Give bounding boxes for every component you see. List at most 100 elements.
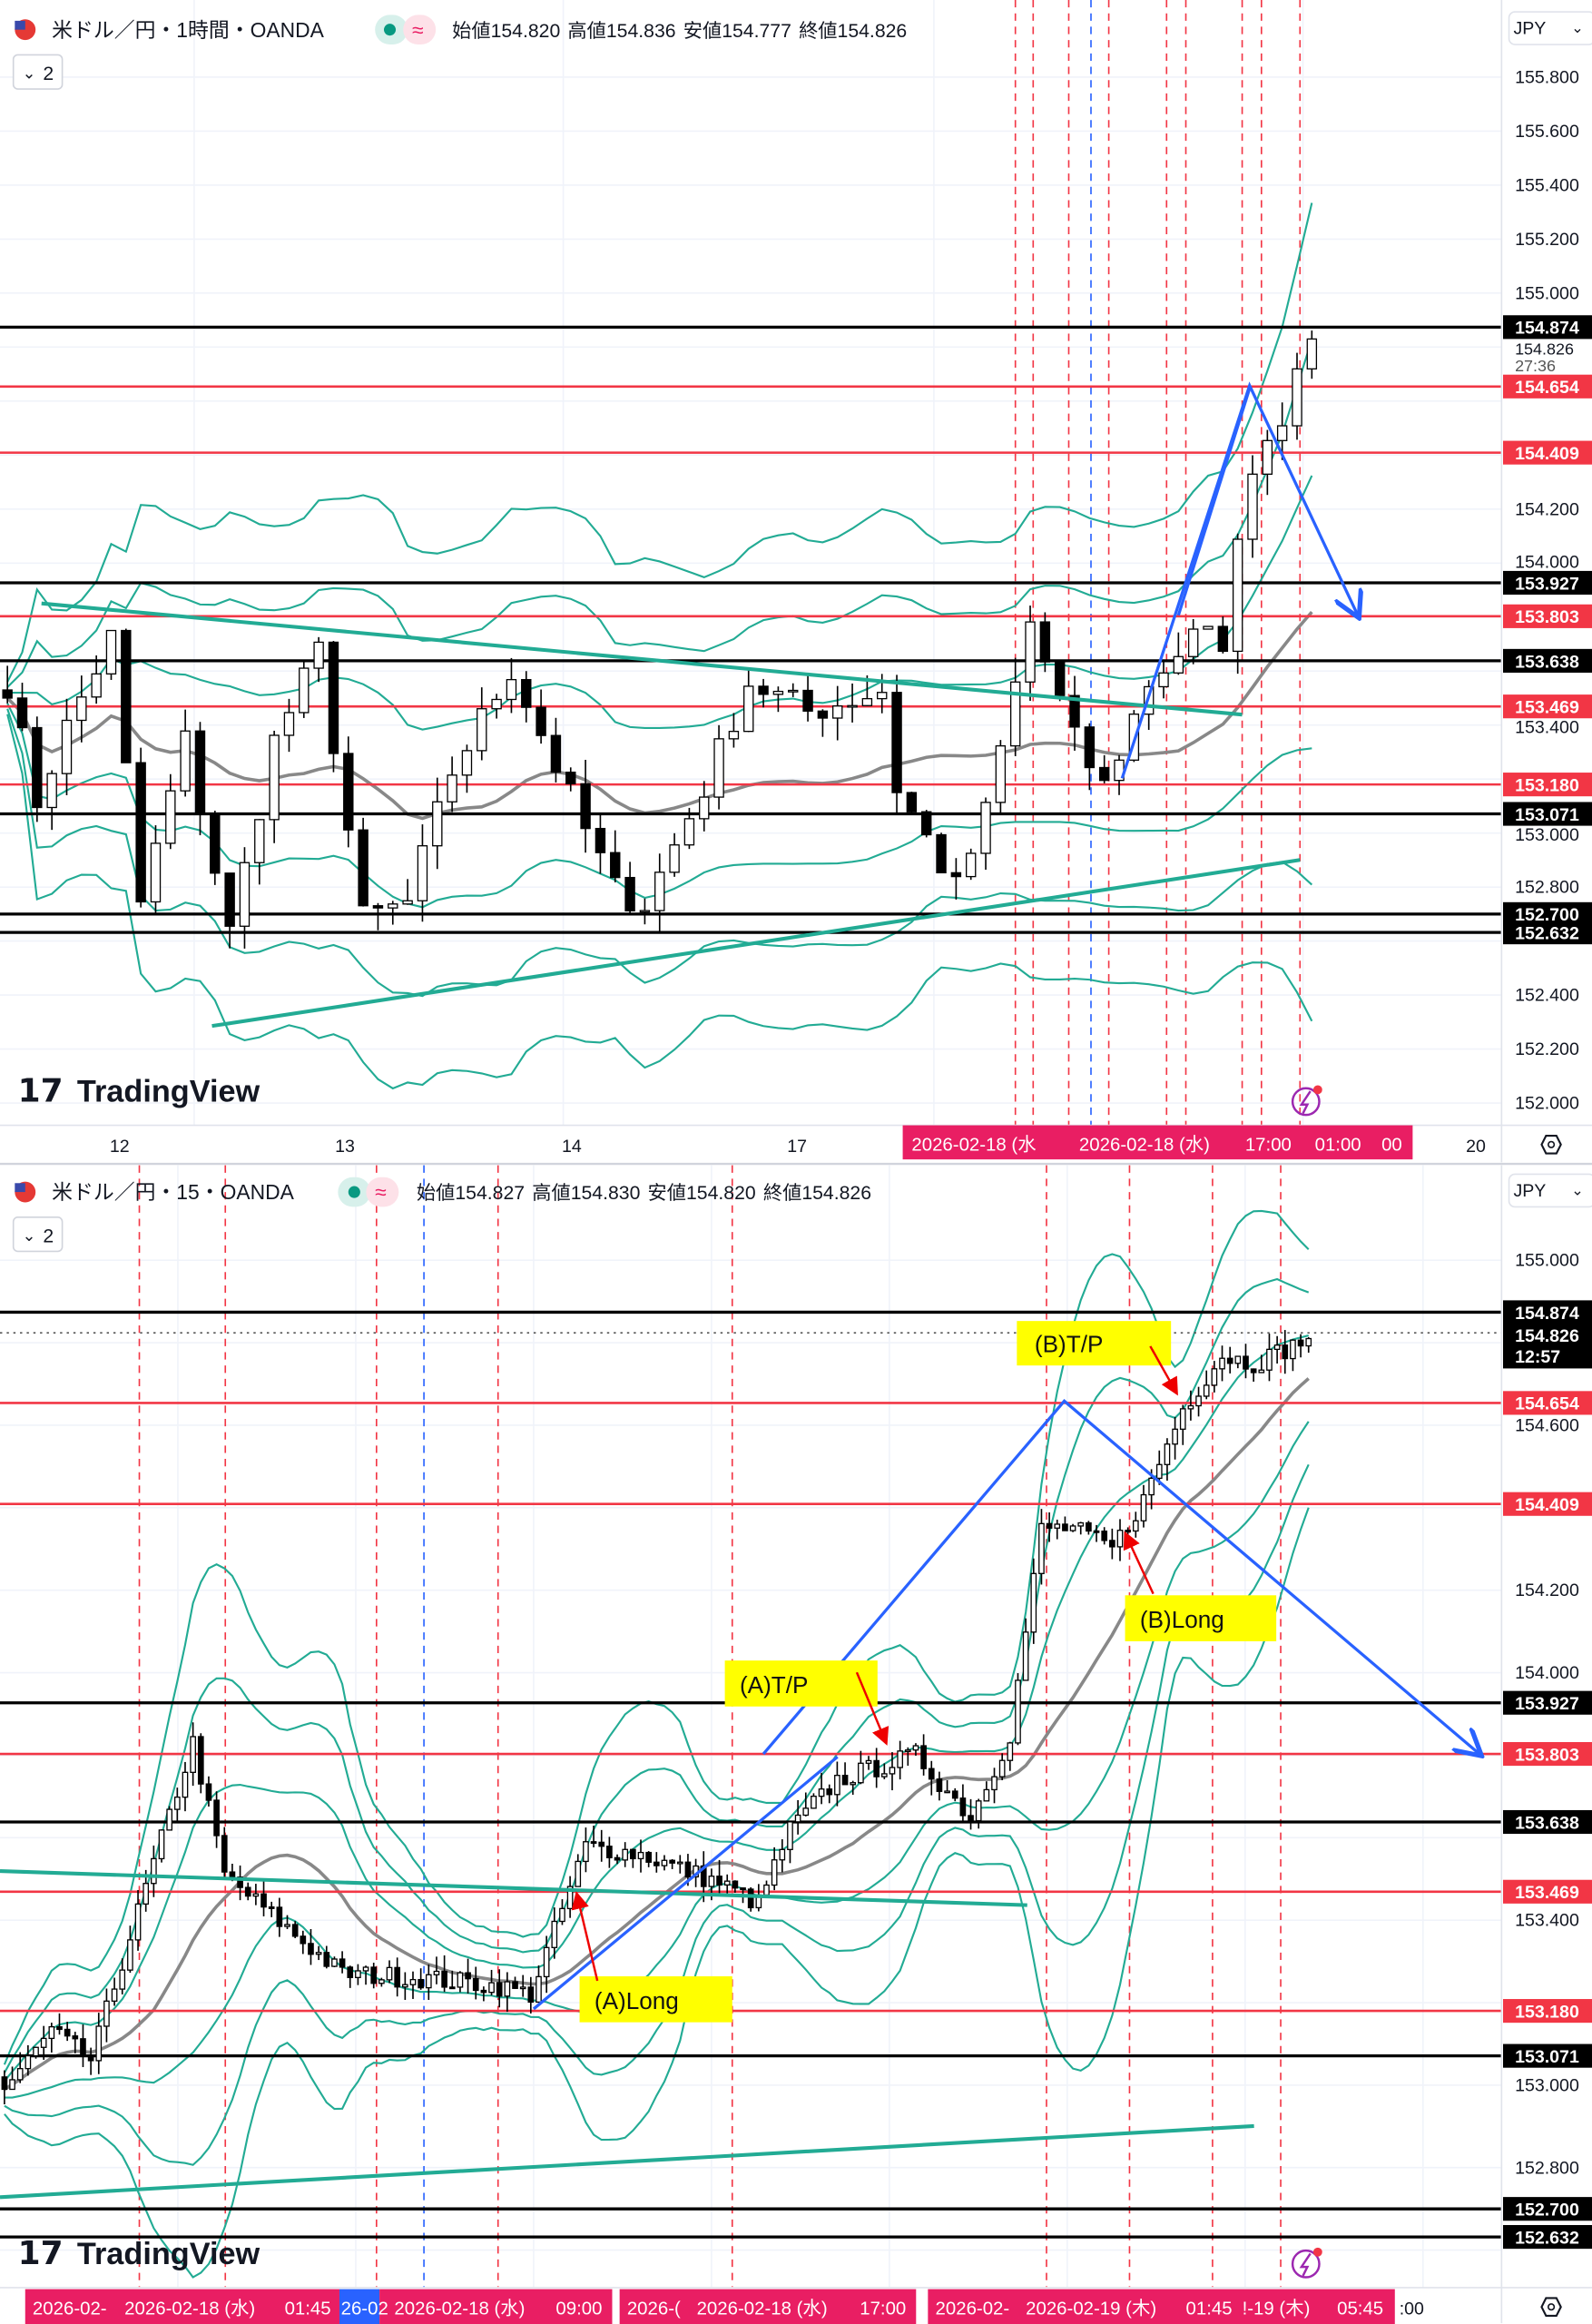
projection-path[interactable] [762,1399,1479,1754]
level-label: 154.654 [1515,1394,1579,1414]
annotation-a-tp[interactable]: (A)T/P [724,1660,878,1707]
annotation-a-long[interactable]: (A)Long [579,1976,732,2023]
candle [1077,1521,1085,1527]
candle [80,2038,86,2057]
candle [998,1759,1006,1777]
candle [61,719,73,774]
candle [512,1981,518,1989]
candle [362,1966,369,1972]
candle [637,1851,644,1860]
candle [1250,1368,1257,1374]
candle [1054,1523,1061,1529]
candle [850,1782,857,1786]
indicators-toggle-button[interactable]: ⌄ 2 [12,1216,64,1253]
market-status-pill[interactable]: ≈ [375,15,437,45]
currency-dropdown[interactable]: JPY ⌄ [1508,1173,1592,1208]
candle [968,1815,974,1822]
level-label: 154.874 [1515,1304,1579,1324]
candle [550,734,562,773]
symbol-title[interactable]: 米ドル／円・15・OANDA [52,1180,294,1204]
candle [25,2054,32,2070]
candle [331,1958,338,1967]
indicators-toggle-button[interactable]: ⌄ 2 [12,54,64,90]
time-label: 20 [1466,1137,1486,1157]
candle [1015,1679,1021,1744]
symbol-title[interactable]: 米ドル／円・1時間・OANDA [52,18,324,42]
trendline-upper[interactable] [41,601,1243,717]
candle [402,900,413,905]
settings-icon[interactable] [1540,2297,1562,2318]
candle [536,706,546,736]
level-label: 154.409 [1515,444,1579,464]
time-label: 2026-02-19 (木) [1026,2298,1156,2319]
svg-text:2: 2 [43,64,54,84]
time-axis-top[interactable]: 12 13 14 17 2026-02-18 (水 2026-02-18 (水)… [0,1124,1592,1160]
settings-icon[interactable] [1540,1134,1562,1155]
projection-line[interactable] [1176,388,1252,616]
candle [461,750,473,776]
candle [965,852,977,878]
price-tick: 153.000 [1515,2075,1579,2095]
annotation-b-tp[interactable]: (B)T/P [1017,1321,1172,1366]
trendlines[interactable] [41,381,1358,1029]
trendline-lower[interactable] [211,858,1301,1029]
candle [16,697,28,729]
candle [328,641,339,754]
candle [72,2035,79,2040]
candle [33,2046,39,2057]
candle [758,685,769,695]
candle [708,1876,715,1887]
candle [1247,473,1258,540]
symbol-header[interactable]: 米ドル／円・15・OANDA ≈ 始値154.827 高値154.830 安値154… [12,1177,871,1253]
time-axis-bottom[interactable]: 2026-02- 2026-02-18 (水) 01:45 26-02 2026… [0,2287,1592,2324]
candle [1232,538,1243,653]
candle [802,1807,810,1817]
candle [477,708,487,752]
candle [995,744,1007,803]
candle [269,734,280,821]
candle [1234,1355,1242,1364]
candle [645,1851,653,1863]
time-label: 2026-02-18 (水) [394,2298,525,2319]
lightning-icon[interactable] [1291,2247,1322,2279]
price-tick: 152.000 [1515,1094,1579,1114]
price-axis-bottom[interactable]: JPY ⌄ 155.000 154.600 154.200 154.000 153.40… [1500,1165,1592,2324]
annotations[interactable]: (B)T/P (B)Long (A)T/P (A)Long [571,1321,1277,2023]
bottom-chart-pane[interactable]: (B)T/P (B)Long (A)T/P (A)Long 米ドル／円・15・O… [0,1165,1502,2288]
projection-line[interactable] [532,1756,839,2011]
candle [991,1776,997,1791]
currency-dropdown[interactable]: JPY ⌄ [1508,11,1592,45]
candle [457,1972,464,1988]
bollinger-band-line [7,475,1313,731]
trendline-lower[interactable] [0,2123,1254,2200]
candle [1305,1337,1312,1347]
market-status-pill[interactable]: ≈ [338,1177,399,1207]
candle [221,1835,228,1873]
symbol-header[interactable]: 米ドル／円・1時間・OANDA ≈ 始値154.820 高値154.836 安値15… [12,15,908,90]
top-chart-pane[interactable]: 米ドル／円・1時間・OANDA ≈ 始値154.820 高値154.836 安値15… [0,0,1502,1126]
candle [447,774,457,803]
candle [580,783,591,830]
candle [9,2079,15,2091]
chevron-down-icon: ⌄ [22,64,35,83]
bollinger-band-line [4,1463,1310,2166]
candle [1093,1530,1100,1533]
candle [1226,1357,1233,1364]
bollinger-band-line [6,202,1313,683]
candle [639,910,651,913]
projection-path[interactable] [1120,381,1358,779]
lightning-icon[interactable] [1291,1085,1322,1117]
trendline-upper[interactable] [0,1869,1027,1907]
price-axis-top[interactable]: JPY ⌄ 155.800 155.600 155.400 155.200 155.00… [1500,0,1592,1163]
price-tick: 155.600 [1515,122,1579,142]
candle [370,1966,378,1984]
arrow-annotation [1123,1531,1155,1595]
candle [205,1783,212,1801]
session-markers [138,1165,1282,2288]
time-label: 01:45 [1186,2299,1233,2319]
us-flag-icon [15,19,36,41]
trendlines[interactable] [0,1399,1479,2200]
candle [151,1857,157,1885]
annotation-b-long[interactable]: (B)Long [1125,1595,1277,1641]
candle [794,1814,801,1823]
